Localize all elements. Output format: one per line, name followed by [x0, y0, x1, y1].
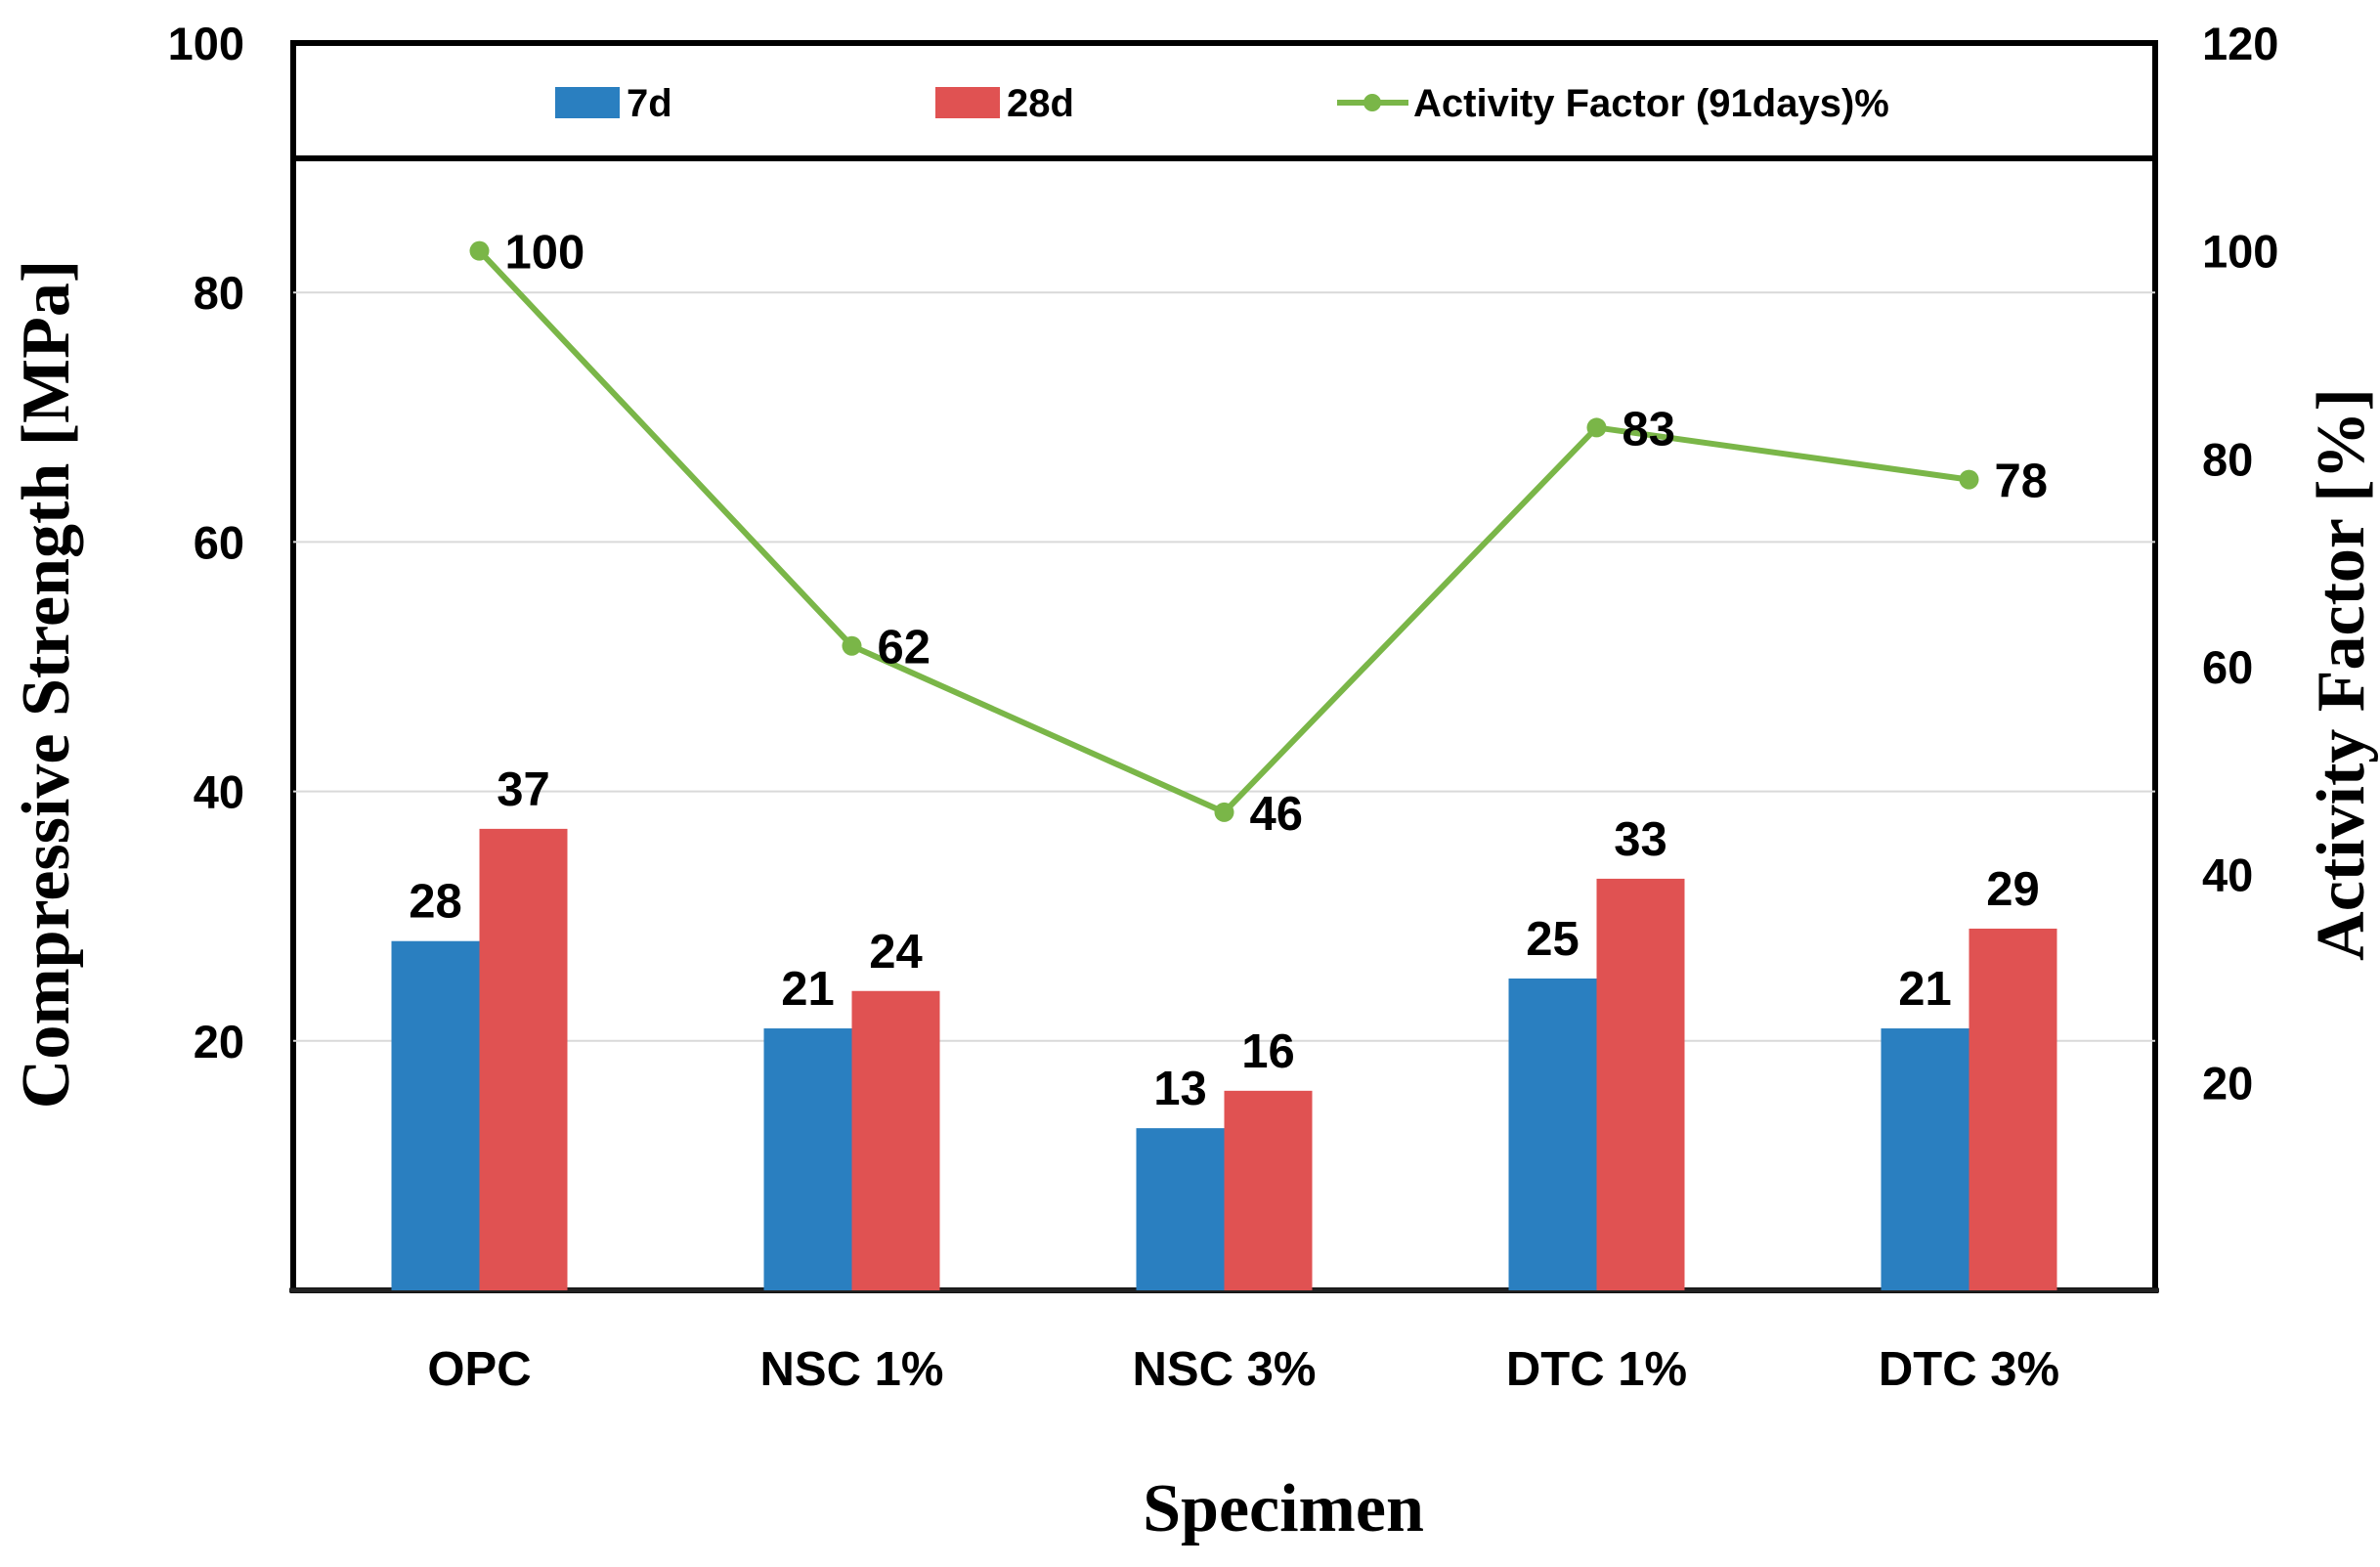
y-axis-title: Compressive Strength [MPa]: [9, 260, 84, 1109]
x-tick-label: NSC 1%: [760, 1343, 944, 1396]
y2-axis-title: Activity Factor [%]: [2304, 388, 2379, 961]
bar-7d: [391, 940, 480, 1290]
data-label-7d: 21: [1898, 963, 1952, 1016]
bar-7d: [1136, 1128, 1225, 1290]
data-label-7d: 28: [409, 876, 462, 929]
activity-point: [1959, 469, 1979, 490]
legend-label-7d: 7d: [627, 82, 672, 125]
legend-swatch-28d: [935, 87, 1000, 118]
plot-frame: [290, 40, 2158, 1293]
data-label-28d: 29: [1986, 863, 2040, 916]
y-tick-label: 80: [194, 267, 244, 319]
y-tick-label: 40: [194, 766, 244, 818]
activity-line-group: [469, 240, 1979, 822]
bar-7d: [763, 1028, 852, 1290]
bar-28d: [1596, 878, 1685, 1290]
gridlines: [293, 291, 2155, 1042]
data-label-7d: 13: [1153, 1063, 1207, 1115]
legend-label-28d: 28d: [1007, 82, 1074, 125]
activity-point: [842, 635, 862, 656]
y2-axis-ticks: 20 40 60 80 100 120: [2202, 18, 2278, 1109]
data-label-7d: 21: [781, 963, 835, 1016]
y-tick-label: 20: [194, 1016, 244, 1067]
y2-tick-label: 100: [2202, 226, 2278, 278]
bars-group: [391, 828, 2057, 1290]
data-label-activity: 83: [1623, 403, 1676, 456]
data-label-activity: 100: [505, 227, 585, 280]
data-label-activity: 78: [1995, 456, 2049, 508]
bar-7d: [1508, 979, 1597, 1290]
legend-swatch-7d: [555, 87, 620, 118]
x-tick-label: OPC: [427, 1343, 531, 1396]
data-labels: 28 21 13 25 21 37 24 16 33 29 100 62 46 83 78: [409, 227, 2048, 1115]
y-axis-ticks: 20 40 60 80 100: [168, 18, 244, 1067]
y-tick-label: 60: [194, 516, 244, 568]
y2-tick-label: 80: [2202, 433, 2253, 485]
x-axis-title: Specimen: [1143, 1471, 1424, 1546]
bar-28d: [479, 828, 568, 1290]
bar-7d: [1881, 1028, 1969, 1290]
y2-tick-label: 40: [2202, 849, 2253, 901]
bar-28d: [1969, 928, 2057, 1290]
data-label-28d: 24: [869, 926, 923, 979]
bar-28d: [851, 990, 940, 1290]
y-tick-label: 100: [168, 18, 244, 69]
x-tick-label: DTC 1%: [1506, 1343, 1687, 1396]
data-label-activity: 62: [878, 622, 931, 675]
data-label-activity: 46: [1250, 788, 1304, 841]
data-label-7d: 25: [1526, 913, 1579, 966]
y2-tick-label: 60: [2202, 641, 2253, 693]
y2-tick-label: 20: [2202, 1057, 2253, 1109]
y2-tick-label: 120: [2202, 18, 2278, 69]
data-label-28d: 33: [1614, 813, 1667, 866]
data-label-28d: 37: [497, 763, 550, 816]
legend-marker-activity: [1363, 94, 1381, 111]
activity-point: [1214, 802, 1234, 822]
activity-point: [469, 240, 490, 261]
x-tick-label: NSC 3%: [1133, 1343, 1317, 1396]
data-label-28d: 16: [1241, 1025, 1295, 1078]
legend-label-activity: Activity Factor (91days)%: [1413, 82, 1889, 125]
x-tick-label: DTC 3%: [1879, 1343, 2059, 1396]
activity-point: [1586, 417, 1607, 438]
bar-28d: [1224, 1090, 1313, 1290]
x-axis-ticks: OPC NSC 1% NSC 3% DTC 1% DTC 3%: [427, 1343, 2059, 1396]
